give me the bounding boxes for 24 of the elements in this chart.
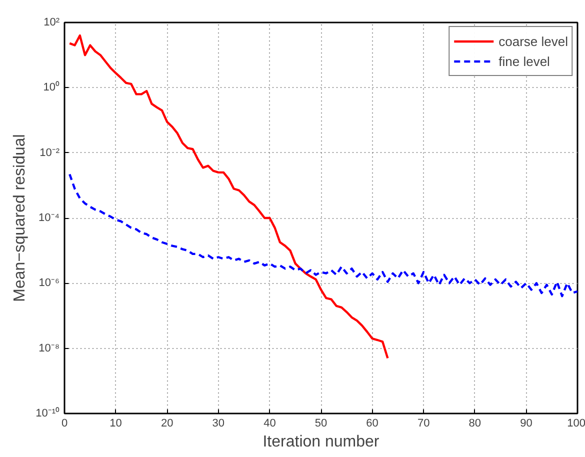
line-series [68, 173, 578, 298]
x-tick-label: 0 [61, 418, 68, 430]
y-tick-label: 10⁰ [43, 80, 60, 94]
x-tick-label: 30 [212, 418, 225, 430]
y-axis-title: Mean−squared residual [12, 134, 29, 302]
x-tick-label: 50 [314, 418, 328, 430]
legend-label: coarse level [498, 34, 568, 48]
y-tick-label: 10² [44, 16, 60, 28]
x-axis-title: Iteration number [262, 434, 380, 450]
y-tick-label: 10⁻⁸ [38, 342, 60, 354]
x-tick-label: 60 [366, 418, 378, 430]
x-tick-label: 70 [417, 418, 430, 430]
y-tick-label: 10⁻⁴ [38, 212, 60, 224]
legend-label: fine level [498, 54, 550, 68]
x-tick-label: 90 [520, 418, 532, 430]
x-tick-label: 10 [110, 418, 122, 430]
x-tick-label: 20 [160, 418, 174, 430]
x-tick-label: 80 [468, 418, 482, 430]
y-tick-label: 10⁻⁶ [38, 277, 60, 290]
y-tick-label: 10⁻² [40, 146, 60, 159]
x-tick-label: 40 [264, 418, 276, 430]
line-series [68, 34, 389, 360]
y-tick-label: 10⁻¹⁰ [36, 406, 60, 420]
x-tick-label: 100 [567, 418, 585, 430]
